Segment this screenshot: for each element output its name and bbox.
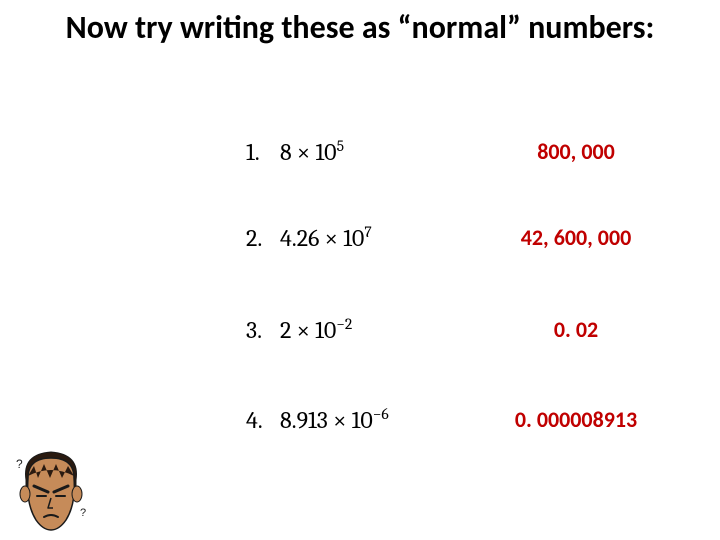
answer: 0. 000008913 xyxy=(476,406,676,433)
coefficient: 2 xyxy=(280,316,291,344)
answer: 42, 600, 000 xyxy=(476,224,676,251)
page-title: Now try writing these as “normal” number… xyxy=(0,0,720,47)
svg-text:?: ? xyxy=(16,457,23,471)
problem-row: 4.8.913 × 10−60. 000008913 xyxy=(0,378,720,460)
answer: 0. 02 xyxy=(476,316,676,343)
thinking-face-icon: ?? xyxy=(12,446,90,536)
svg-text:?: ? xyxy=(80,507,86,519)
expression: 3.2 × 10−2 xyxy=(246,315,476,344)
times-symbol: × 10 xyxy=(319,224,364,252)
exponent: 7 xyxy=(364,223,371,241)
expression: 2.4.26 × 107 xyxy=(246,223,476,252)
coefficient: 8 xyxy=(280,138,292,166)
coefficient: 4.26 xyxy=(280,224,319,252)
expression: 4.8.913 × 10−6 xyxy=(246,405,476,434)
problem-index: 1. xyxy=(246,138,280,166)
times-symbol: × 10 xyxy=(328,406,373,434)
times-symbol: × 10 xyxy=(291,316,336,344)
problem-index: 3. xyxy=(246,316,280,344)
problem-row: 3.2 × 10−20. 02 xyxy=(0,288,720,370)
times-symbol: × 10 xyxy=(292,138,337,166)
exponent: 5 xyxy=(337,137,344,155)
exponent: −2 xyxy=(336,315,352,333)
problem-index: 2. xyxy=(246,224,280,252)
problem-index: 4. xyxy=(246,406,280,434)
expression: 1.8 × 105 xyxy=(246,137,476,166)
coefficient: 8.913 xyxy=(280,406,328,434)
answer: 800, 000 xyxy=(476,138,676,165)
exponent: −6 xyxy=(373,405,389,423)
problem-row: 2.4.26 × 10742, 600, 000 xyxy=(0,196,720,278)
problem-row: 1.8 × 105800, 000 xyxy=(0,110,720,192)
